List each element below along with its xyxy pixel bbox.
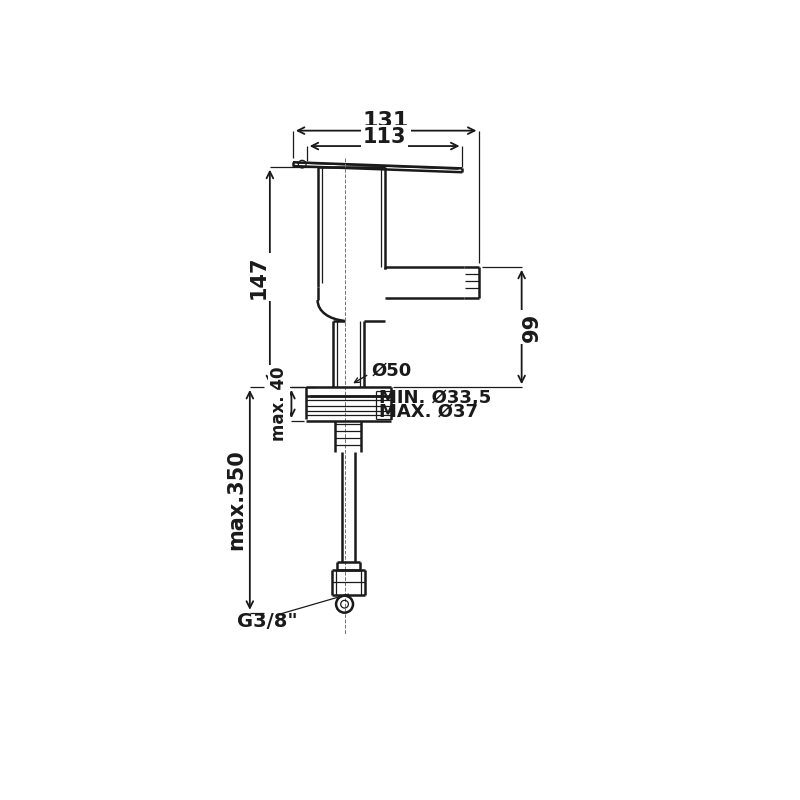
Text: 113: 113 [363, 127, 406, 147]
Text: max. 40: max. 40 [270, 366, 288, 442]
Text: 147: 147 [249, 255, 269, 298]
Text: max.350: max.350 [226, 450, 246, 550]
Text: MIN. Ø33,5: MIN. Ø33,5 [379, 389, 491, 407]
Text: MAX. Ø37: MAX. Ø37 [379, 402, 478, 421]
Text: 131: 131 [363, 111, 410, 131]
Text: Ø50: Ø50 [371, 361, 412, 379]
Text: G3/8": G3/8" [237, 612, 298, 630]
Text: 99: 99 [522, 312, 542, 342]
